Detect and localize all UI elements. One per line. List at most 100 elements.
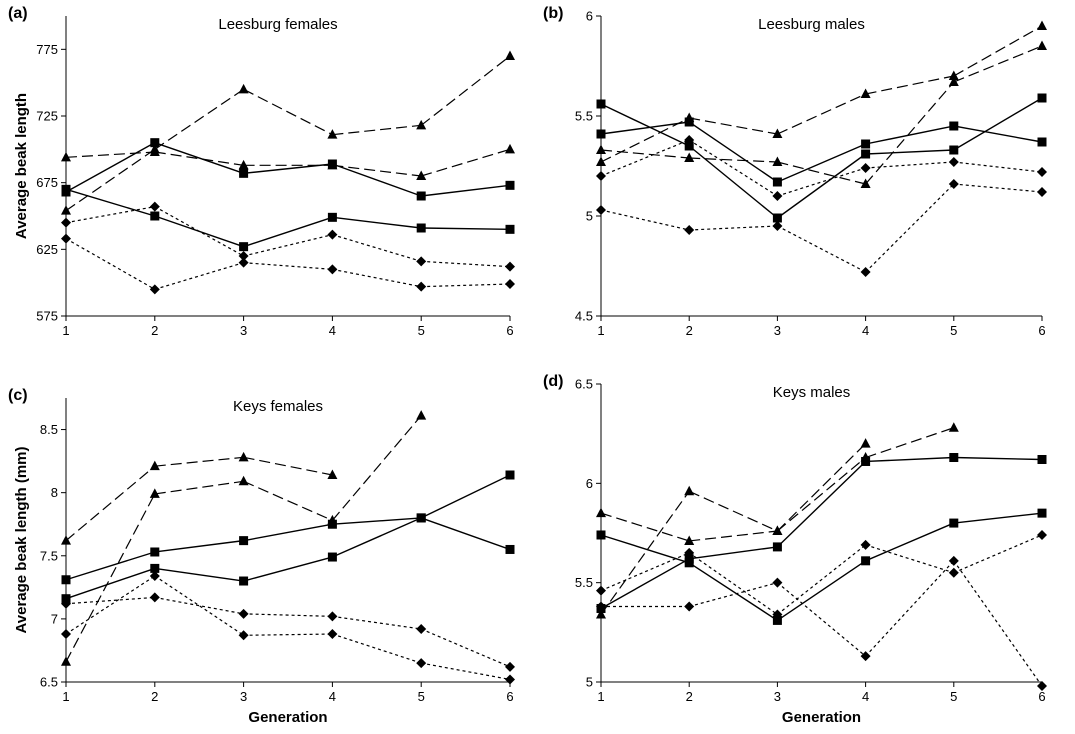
series-line-segment [688,562,778,621]
data-point-square [861,139,871,149]
data-point-triangle [596,156,606,166]
data-point-triangle [505,143,515,154]
series-6 [61,570,515,685]
data-point-triangle [416,410,427,420]
series-line-segment [243,556,333,582]
x-tick-label: 6 [506,323,513,338]
data-point-diamond [772,609,783,620]
series-line-segment [154,596,244,615]
data-point-diamond [684,547,695,558]
data-point-square [150,211,160,221]
data-point-square [416,223,426,233]
series-line-segment [332,268,422,288]
data-point-triangle [238,159,249,170]
data-point-diamond [149,284,160,295]
series-line-segment [154,539,244,553]
series-line-segment [65,551,156,581]
series-line-segment [953,512,1043,524]
series-line-segment [154,151,244,166]
x-tick-label: 1 [62,689,69,704]
series-line-segment [65,567,156,600]
x-tick-label: 5 [418,689,425,704]
series-line-segment [600,552,690,592]
chart-title: Keys males [773,384,851,401]
series-line-segment [865,427,954,459]
data-point-diamond [327,611,338,622]
data-point-diamond [772,191,783,201]
series-line-segment [600,149,690,159]
series-line-segment [154,206,244,257]
series-line-segment [65,148,156,212]
series-line-segment [600,103,690,147]
series-line-segment [420,517,511,551]
series-line-segment [600,534,690,564]
data-point-diamond [1037,680,1047,691]
series-line-segment [865,456,954,463]
chart-panel-c: 6.5 7 7.5 8 8.5 1 2 3 4 5 6 (c) Keys females Average … [8,387,515,726]
chart-title: Keys females [233,398,323,415]
chart-title: Leesburg females [218,16,337,33]
series-line-segment [420,628,511,668]
data-point-triangle [684,152,695,162]
data-point-square [150,563,160,573]
data-point-diamond [1037,167,1047,177]
data-point-diamond [61,217,71,228]
x-axis-title: Generation [782,709,861,726]
data-point-diamond [327,629,338,640]
data-point-diamond [238,630,249,641]
series-line-segment [421,148,511,177]
series-line-segment [243,262,333,270]
series-3 [61,470,515,585]
series-line-segment [600,139,690,177]
data-point-triangle [61,151,71,162]
data-point-diamond [860,539,871,550]
y-tick-label: 625 [36,242,58,257]
data-point-square [949,121,959,131]
data-point-triangle [1037,20,1047,30]
series-line-segment [865,544,954,574]
data-point-triangle [684,485,695,496]
series-line-segment [154,142,244,174]
data-point-diamond [327,264,338,275]
series-4 [61,513,515,604]
data-point-square [505,470,515,480]
series-line-segment [65,206,155,224]
data-point-diamond [684,601,695,612]
series-line-segment [243,456,333,476]
series-line-segment [689,530,778,542]
data-point-square [327,552,337,562]
series-line-segment [865,75,954,95]
data-point-diamond [505,661,515,672]
data-point-square [239,168,249,178]
data-point-square [684,558,694,568]
data-point-triangle [772,156,783,166]
data-point-diamond [149,592,160,603]
series-line-segment [777,225,866,273]
series-line-segment [600,512,690,542]
y-tick-label: 4.5 [575,309,593,324]
series-2 [596,438,871,619]
data-point-diamond [416,658,427,669]
data-point-square [416,513,426,523]
x-tick-label: 5 [418,323,425,338]
data-point-square [61,184,71,194]
data-point-diamond [860,267,871,277]
series-4 [596,508,1047,625]
data-point-square [239,242,249,252]
series-5 [596,135,1047,201]
y-tick-label: 775 [36,42,58,57]
chart-panel-a: 575 625 675 725 775 1 2 3 4 5 6 (a) Leesburg females… [8,5,515,338]
series-line-segment [243,88,333,136]
series-line-segment [243,633,333,636]
data-point-square [949,453,959,463]
chart-panel-b: 4.5 5 5.5 6 1 2 3 4 5 6 (b) Leesburg males [543,5,1047,338]
series-line-segment [332,517,422,558]
data-point-diamond [238,257,249,268]
series-1 [61,451,338,545]
data-point-diamond [416,281,427,292]
data-point-triangle [327,469,338,479]
series-3 [61,138,515,201]
series-line-segment [777,143,866,183]
series-line-segment [688,139,778,197]
data-point-triangle [61,656,71,666]
